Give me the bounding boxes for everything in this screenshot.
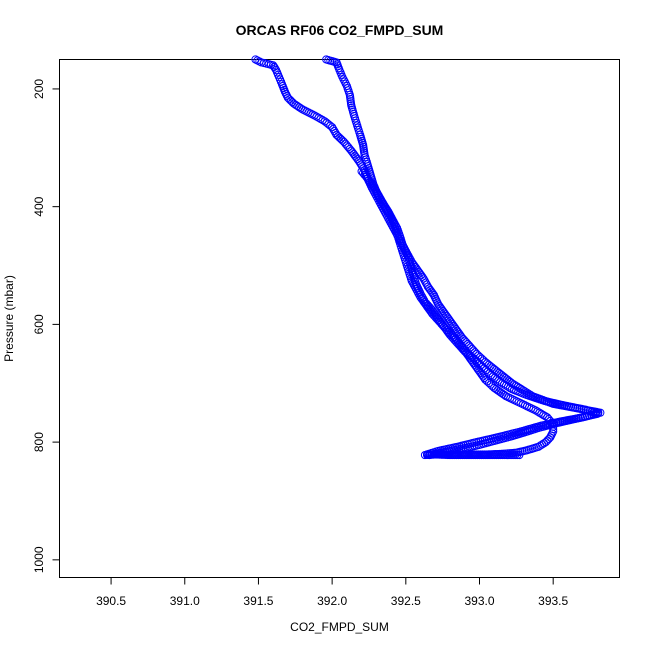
data-point: [419, 274, 428, 283]
data-point: [476, 450, 485, 459]
data-point: [453, 450, 462, 459]
data-point: [384, 207, 393, 216]
data-point: [495, 449, 504, 459]
data-point: [316, 114, 325, 124]
data-point: [314, 113, 323, 122]
data-point: [332, 130, 341, 139]
x-axis-label: CO2_FMPD_SUM: [290, 620, 389, 634]
data-point: [336, 134, 346, 144]
data-point: [420, 276, 429, 285]
x-tick-label: 391.0: [170, 594, 200, 608]
data-point: [333, 132, 343, 141]
data-point: [285, 95, 294, 104]
y-tick-label: 600: [32, 314, 46, 334]
data-point: [499, 380, 509, 389]
data-point: [387, 213, 396, 222]
data-point: [283, 93, 293, 102]
data-point: [496, 377, 505, 387]
data-point: [533, 407, 542, 416]
data-point: [457, 450, 466, 459]
data-point: [535, 408, 544, 417]
data-point: [382, 205, 392, 214]
data-point: [497, 449, 506, 458]
data-point: [478, 450, 487, 459]
data-point: [286, 96, 295, 105]
x-tick-label: 393.5: [538, 594, 568, 608]
data-point: [501, 381, 511, 390]
data-point: [468, 450, 477, 459]
data-point: [498, 379, 507, 388]
y-tick-label: 1000: [32, 546, 46, 573]
plot-frame: [59, 59, 620, 578]
y-tick-label: 200: [32, 79, 46, 99]
y-axis: 200 400 600 800 1000: [32, 79, 60, 573]
data-point: [335, 133, 344, 142]
data-point: [491, 450, 500, 459]
data-point: [470, 450, 479, 459]
data-point: [425, 450, 434, 460]
x-axis: 390.5 391.0 391.5 392.0 392.5 393.0 393.5: [96, 577, 569, 608]
y-tick-label: 800: [32, 432, 46, 452]
data-point: [536, 441, 545, 450]
data-point: [472, 450, 481, 459]
data-point: [486, 450, 496, 459]
x-tick-label: 392.5: [391, 594, 421, 608]
data-point: [474, 450, 483, 459]
data-point: [531, 406, 540, 415]
data-point: [482, 450, 491, 459]
data-point: [389, 217, 398, 226]
data-point: [539, 410, 548, 420]
data-point: [417, 291, 426, 300]
data-points: [251, 55, 605, 460]
data-point: [480, 450, 489, 459]
y-tick-label: 400: [32, 196, 46, 216]
data-point: [312, 112, 321, 121]
x-tick-label: 390.5: [96, 594, 126, 608]
chart-title: ORCAS RF06 CO2_FMPD_SUM: [236, 22, 444, 38]
data-point: [416, 289, 425, 298]
data-point: [388, 215, 397, 224]
data-point: [455, 450, 464, 459]
data-point: [310, 111, 319, 120]
data-point: [537, 409, 546, 418]
x-tick-label: 393.0: [464, 594, 494, 608]
data-point: [386, 211, 395, 220]
y-axis-label: Pressure (mbar): [2, 275, 16, 362]
x-tick-label: 391.5: [243, 594, 273, 608]
data-point: [418, 293, 427, 302]
x-tick-label: 392.0: [317, 594, 347, 608]
data-point: [385, 209, 394, 218]
